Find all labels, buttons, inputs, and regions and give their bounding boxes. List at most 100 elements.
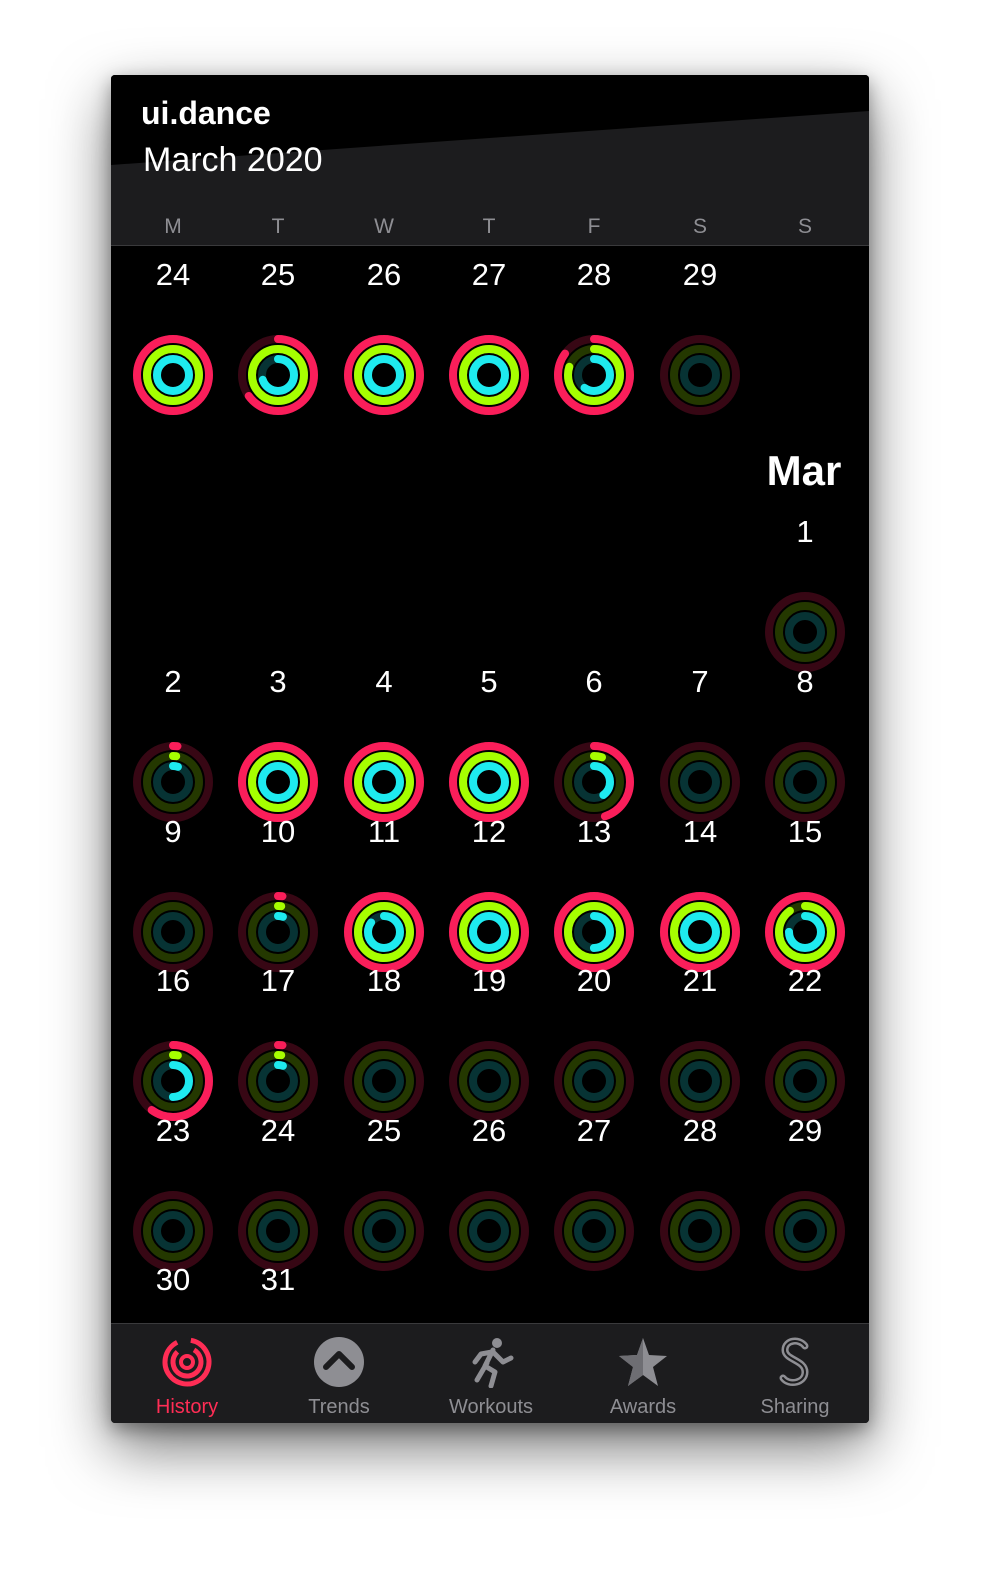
weekday-label: F	[587, 215, 601, 238]
activity-rings[interactable]	[658, 333, 742, 417]
tab-sharing[interactable]: Sharing	[719, 1324, 869, 1423]
activity-rings[interactable]	[552, 740, 636, 824]
activity-rings[interactable]	[447, 333, 531, 417]
activity-rings[interactable]	[131, 890, 215, 974]
day-number: 15	[787, 814, 823, 849]
day-number: 26	[471, 1113, 507, 1148]
tab-workouts[interactable]: Workouts	[415, 1324, 567, 1423]
sharing-s-icon	[779, 1337, 809, 1386]
day-number: 28	[682, 1113, 718, 1148]
activity-rings[interactable]	[658, 1039, 742, 1123]
weekday-label: S	[797, 215, 812, 238]
day-number: 30	[155, 1262, 191, 1297]
activity-rings[interactable]	[552, 890, 636, 974]
day-number: 8	[796, 664, 814, 699]
day-number: 5	[480, 664, 498, 699]
activity-rings[interactable]	[236, 740, 320, 824]
activity-rings[interactable]	[236, 1039, 320, 1123]
tab-sharing-label: Sharing	[760, 1396, 830, 1418]
day-number: 18	[366, 963, 402, 998]
weekday-label: W	[374, 215, 394, 238]
tab-trends-label: Trends	[308, 1396, 370, 1418]
activity-rings[interactable]	[131, 740, 215, 824]
day-number: 17	[260, 963, 296, 998]
day-number: 23	[155, 1113, 191, 1148]
activity-rings[interactable]	[236, 333, 320, 417]
award-star-icon	[619, 1338, 667, 1386]
day-number: 26	[366, 257, 402, 292]
day-number: 28	[576, 257, 612, 292]
activity-rings[interactable]	[658, 890, 742, 974]
activity-rings[interactable]	[552, 1189, 636, 1273]
day-number: 29	[682, 257, 718, 292]
day-number: 10	[260, 814, 296, 849]
tab-awards[interactable]: Awards	[567, 1324, 719, 1423]
activity-rings[interactable]	[658, 740, 742, 824]
day-number: 13	[576, 814, 612, 849]
activity-rings[interactable]	[552, 1039, 636, 1123]
tab-trends[interactable]: Trends	[263, 1324, 415, 1423]
day-number: 9	[164, 814, 182, 849]
day-number: 27	[471, 257, 507, 292]
activity-rings[interactable]	[552, 333, 636, 417]
activity-rings[interactable]	[447, 1039, 531, 1123]
day-number: 19	[471, 963, 507, 998]
day-number: 25	[260, 257, 296, 292]
activity-rings[interactable]	[236, 1189, 320, 1273]
app-title: ui.dance	[141, 95, 271, 131]
day-number: 1	[796, 514, 814, 549]
history-rings-icon	[162, 1337, 212, 1387]
activity-rings[interactable]	[447, 740, 531, 824]
activity-rings[interactable]	[763, 740, 847, 824]
tab-bar: History Trends Workouts Awards	[111, 1323, 869, 1423]
trends-chevron-icon	[314, 1337, 364, 1387]
day-number: 31	[260, 1262, 296, 1297]
activity-rings[interactable]	[342, 333, 426, 417]
day-number: 27	[576, 1113, 612, 1148]
day-number: 24	[155, 257, 191, 292]
tab-awards-label: Awards	[609, 1396, 677, 1418]
activity-rings[interactable]	[447, 1189, 531, 1273]
running-figure-icon	[472, 1338, 514, 1388]
calendar-header: ui.dance March 2020 M T W T F S S	[111, 75, 869, 246]
day-number: 11	[367, 814, 401, 849]
activity-rings[interactable]	[763, 1039, 847, 1123]
day-number: 7	[691, 664, 709, 699]
activity-rings[interactable]	[131, 1189, 215, 1273]
day-number: 25	[366, 1113, 402, 1148]
activity-rings[interactable]	[236, 890, 320, 974]
activity-rings[interactable]	[342, 1039, 426, 1123]
day-number: 29	[787, 1113, 823, 1148]
day-number: 24	[260, 1113, 296, 1148]
weekday-label: T	[271, 215, 285, 238]
activity-rings[interactable]	[763, 1189, 847, 1273]
day-number: 12	[471, 814, 507, 849]
weekday-label: S	[692, 215, 707, 238]
activity-rings[interactable]	[658, 1189, 742, 1273]
day-number: 22	[787, 963, 823, 998]
day-number: 21	[682, 963, 718, 998]
activity-rings[interactable]	[763, 890, 847, 974]
day-number: 4	[375, 664, 393, 699]
activity-rings[interactable]	[342, 1189, 426, 1273]
month-title: March 2020	[143, 141, 323, 179]
activity-rings[interactable]	[763, 590, 847, 674]
activity-rings[interactable]	[131, 1039, 215, 1123]
tab-workouts-label: Workouts	[448, 1396, 534, 1418]
activity-rings[interactable]	[447, 890, 531, 974]
day-number: 3	[269, 664, 287, 699]
day-number: 6	[585, 664, 603, 699]
day-number: 14	[682, 814, 718, 849]
weekday-label: M	[164, 215, 182, 238]
day-number: 16	[155, 963, 191, 998]
day-number: 20	[576, 963, 612, 998]
weekday-label: T	[482, 215, 496, 238]
activity-rings[interactable]	[342, 890, 426, 974]
activity-rings[interactable]	[131, 333, 215, 417]
month-label: Mar	[766, 447, 842, 494]
activity-rings[interactable]	[342, 740, 426, 824]
tab-history-label: History	[155, 1396, 219, 1418]
tab-history[interactable]: History	[111, 1324, 263, 1423]
day-number: 2	[164, 664, 182, 699]
